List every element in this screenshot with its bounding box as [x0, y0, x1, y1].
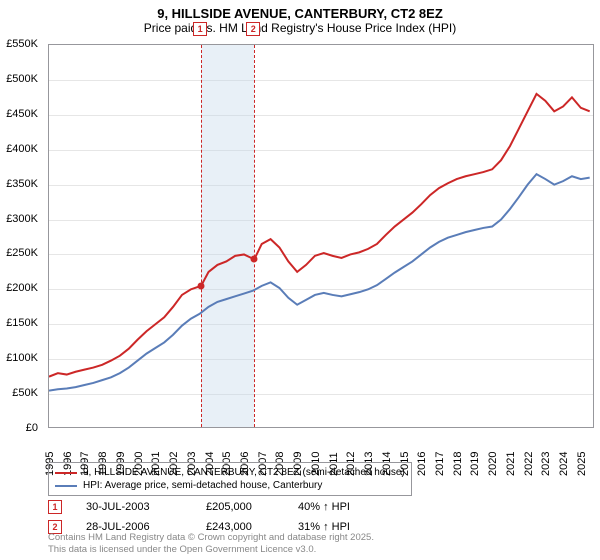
y-axis-label: £550K [6, 38, 38, 50]
y-axis-label: £200K [6, 282, 38, 294]
legend-item-property: 9, HILLSIDE AVENUE, CANTERBURY, CT2 8EZ … [55, 466, 405, 479]
x-axis-label: 2018 [452, 452, 464, 476]
sale-marker-1: 1 [48, 500, 62, 514]
y-axis-label: £300K [6, 213, 38, 225]
x-axis-label: 2017 [434, 452, 446, 476]
sale-date: 30-JUL-2003 [86, 501, 206, 513]
x-axis-label: 2024 [558, 452, 570, 476]
legend-item-hpi: HPI: Average price, semi-detached house,… [55, 479, 405, 492]
y-axis-label: £0 [26, 422, 38, 434]
sale-point [251, 256, 258, 263]
page-subtitle: Price paid vs. HM Land Registry's House … [0, 21, 600, 35]
sale-pct: 31% ↑ HPI [298, 521, 350, 533]
sale-price: £243,000 [206, 521, 298, 533]
sale-marker-box: 2 [246, 22, 260, 36]
y-axis-label: £500K [6, 73, 38, 85]
sale-marker-box: 1 [193, 22, 207, 36]
sale-pct: 40% ↑ HPI [298, 501, 350, 513]
legend-swatch-blue [55, 485, 77, 487]
sale-price: £205,000 [206, 501, 298, 513]
attribution-text: Contains HM Land Registry data © Crown c… [48, 532, 374, 556]
x-axis-label: 2020 [487, 452, 499, 476]
legend-swatch-red [55, 472, 77, 474]
sale-row-1: 1 30-JUL-2003 £205,000 40% ↑ HPI [48, 500, 350, 514]
legend-label: 9, HILLSIDE AVENUE, CANTERBURY, CT2 8EZ … [83, 467, 405, 478]
y-axis-label: £100K [6, 352, 38, 364]
x-axis-label: 2025 [576, 452, 588, 476]
x-axis-label: 2016 [416, 452, 428, 476]
legend-label: HPI: Average price, semi-detached house,… [83, 480, 322, 491]
y-axis-label: £150K [6, 317, 38, 329]
series-line-price_paid [49, 94, 590, 377]
x-axis-label: 2021 [505, 452, 517, 476]
chart-legend: 9, HILLSIDE AVENUE, CANTERBURY, CT2 8EZ … [48, 462, 412, 496]
sale-point [198, 282, 205, 289]
y-axis-label: £350K [6, 178, 38, 190]
page-title: 9, HILLSIDE AVENUE, CANTERBURY, CT2 8EZ [0, 6, 600, 21]
price-chart: £0£50K£100K£150K£200K£250K£300K£350K£400… [48, 44, 594, 428]
y-axis-label: £450K [6, 108, 38, 120]
sale-date: 28-JUL-2006 [86, 521, 206, 533]
x-axis-label: 2023 [540, 452, 552, 476]
y-axis-label: £50K [12, 387, 38, 399]
series-line-hpi [49, 174, 590, 390]
y-axis-label: £400K [6, 143, 38, 155]
x-axis-label: 2022 [523, 452, 535, 476]
y-axis-label: £250K [6, 247, 38, 259]
x-axis-label: 2019 [469, 452, 481, 476]
